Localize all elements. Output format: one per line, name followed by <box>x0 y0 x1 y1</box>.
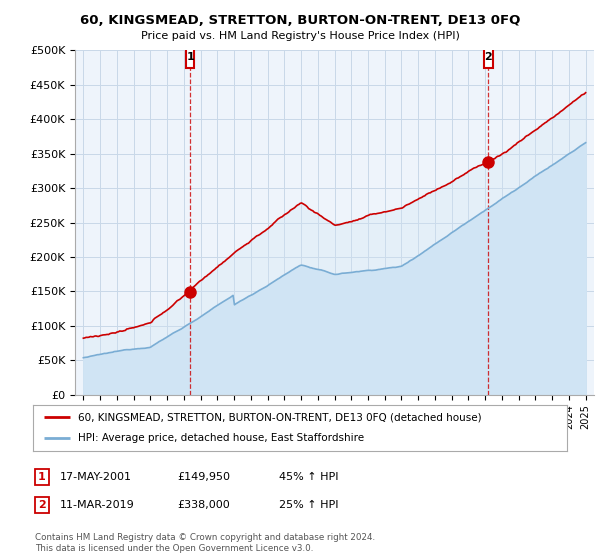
Text: 60, KINGSMEAD, STRETTON, BURTON-ON-TRENT, DE13 0FQ: 60, KINGSMEAD, STRETTON, BURTON-ON-TRENT… <box>80 14 520 27</box>
Text: 1: 1 <box>187 52 194 62</box>
Text: £149,950: £149,950 <box>177 472 230 482</box>
Text: 60, KINGSMEAD, STRETTON, BURTON-ON-TRENT, DE13 0FQ (detached house): 60, KINGSMEAD, STRETTON, BURTON-ON-TRENT… <box>79 412 482 422</box>
Text: Contains HM Land Registry data © Crown copyright and database right 2024.
This d: Contains HM Land Registry data © Crown c… <box>35 533 375 553</box>
Text: 17-MAY-2001: 17-MAY-2001 <box>60 472 132 482</box>
Text: 1: 1 <box>38 472 46 482</box>
Text: £338,000: £338,000 <box>177 500 230 510</box>
FancyBboxPatch shape <box>186 47 194 68</box>
Text: 25% ↑ HPI: 25% ↑ HPI <box>279 500 338 510</box>
Text: HPI: Average price, detached house, East Staffordshire: HPI: Average price, detached house, East… <box>79 433 365 444</box>
Text: 2: 2 <box>38 500 46 510</box>
Text: 45% ↑ HPI: 45% ↑ HPI <box>279 472 338 482</box>
Text: Price paid vs. HM Land Registry's House Price Index (HPI): Price paid vs. HM Land Registry's House … <box>140 31 460 41</box>
FancyBboxPatch shape <box>484 47 493 68</box>
Text: 11-MAR-2019: 11-MAR-2019 <box>60 500 135 510</box>
Text: 2: 2 <box>484 52 492 62</box>
